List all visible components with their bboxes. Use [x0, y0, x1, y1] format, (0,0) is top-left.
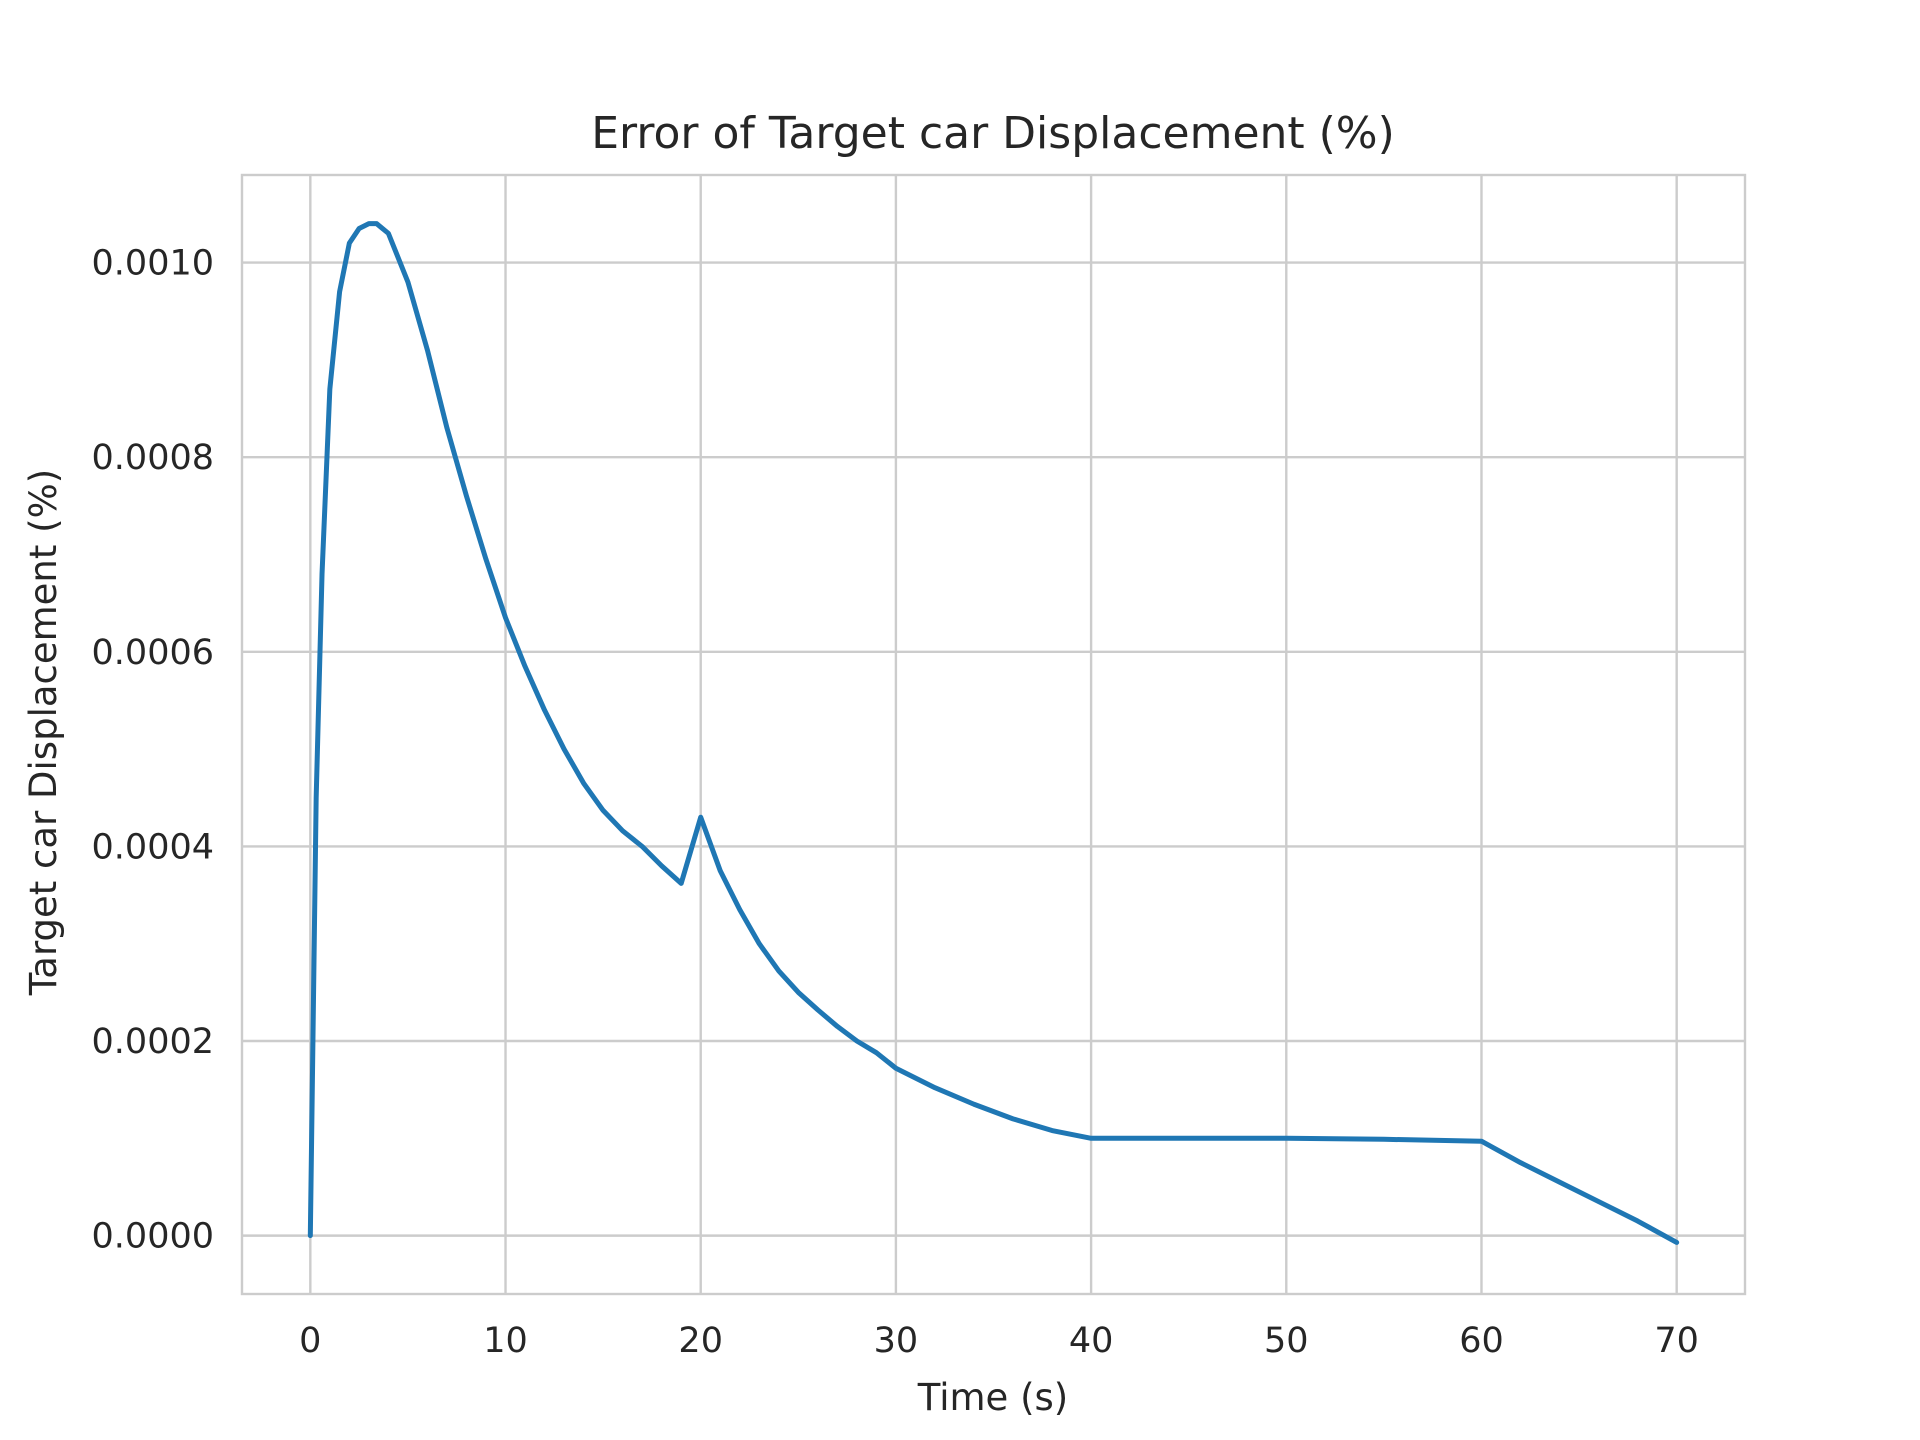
y-tick-label: 0.0004	[92, 827, 214, 867]
x-tick-labels: 0 10 20 30 40 50 60 70	[299, 1321, 1699, 1361]
plot-frame	[240, 173, 1747, 1296]
x-tick-label: 40	[1069, 1321, 1114, 1361]
y-tick-label: 0.0002	[92, 1022, 214, 1062]
x-tick-label: 20	[678, 1321, 723, 1361]
y-tick-label: 0.0006	[92, 633, 214, 673]
y-tick-labels: 0.0000 0.0002 0.0004 0.0006 0.0008 0.0010	[92, 244, 214, 1257]
x-tick-label: 70	[1654, 1321, 1699, 1361]
x-tick-label: 0	[299, 1321, 321, 1361]
x-tick-label: 50	[1264, 1321, 1309, 1361]
y-tick-label: 0.0010	[92, 244, 214, 284]
chart-title: Error of Target car Displacement (%)	[591, 108, 1395, 159]
y-tick-label: 0.0000	[92, 1217, 214, 1257]
x-axis-label: Time (s)	[917, 1376, 1068, 1419]
x-tick-label: 60	[1459, 1321, 1504, 1361]
series-line-0	[307, 221, 1680, 1245]
grid	[242, 175, 1745, 1294]
y-tick-label: 0.0008	[92, 438, 214, 478]
y-axis-label: Target car Displacement (%)	[22, 469, 65, 996]
series-layer	[307, 221, 1680, 1245]
x-tick-label: 30	[874, 1321, 919, 1361]
x-tick-label: 10	[483, 1321, 528, 1361]
